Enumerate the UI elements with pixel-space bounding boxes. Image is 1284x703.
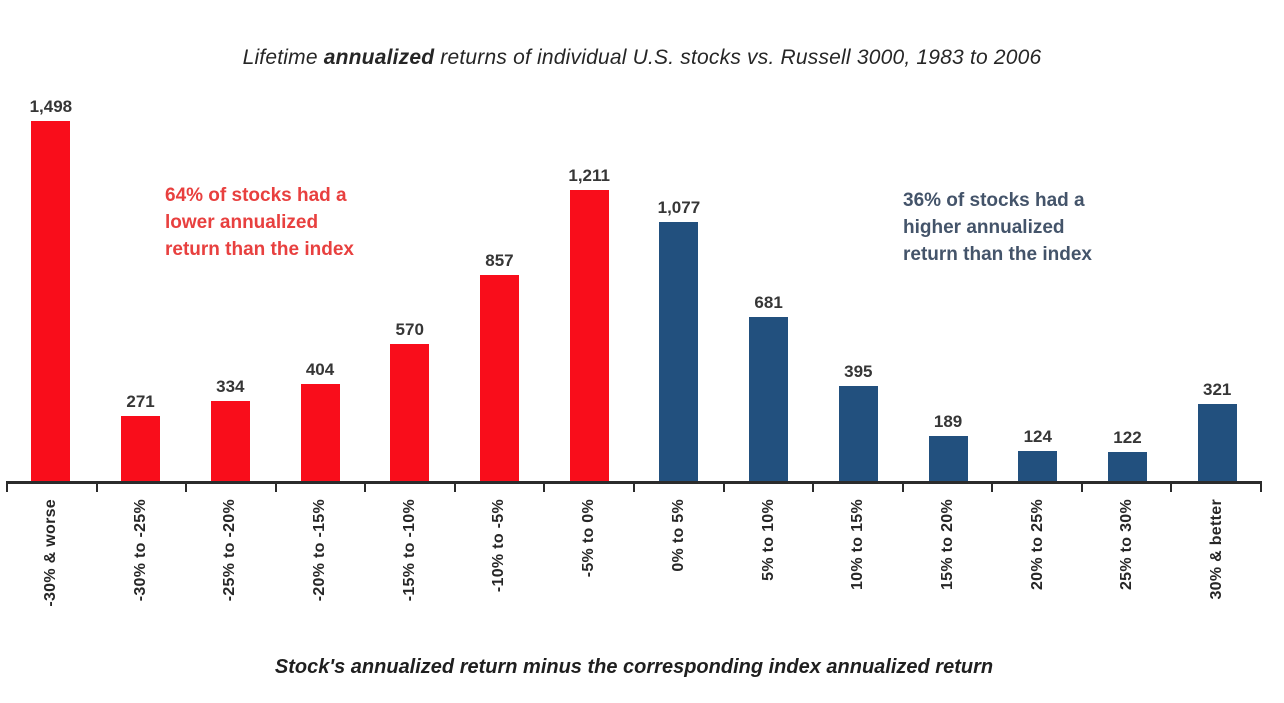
axis-tick — [185, 484, 188, 492]
x-tick-label: 30% & better — [1208, 499, 1226, 600]
bar-column: 122 — [1083, 428, 1173, 481]
bar-value-label: 321 — [1203, 380, 1232, 399]
bar — [210, 401, 250, 481]
bar-value-label: 1,211 — [568, 166, 610, 185]
axis-tick — [543, 484, 546, 492]
bar-column: 857 — [455, 251, 545, 481]
chart-title-prefix: Lifetime — [242, 46, 324, 69]
bar-value-label: 857 — [485, 251, 514, 270]
bar-value-label: 124 — [1023, 427, 1052, 446]
axis-tick — [95, 484, 98, 492]
chart-title: Lifetime annualized returns of individua… — [0, 0, 1284, 70]
axis-tick — [1170, 484, 1173, 492]
x-tick-label: 0% to 5% — [669, 499, 687, 572]
axis-tick — [1080, 484, 1083, 492]
x-tick-label: 15% to 20% — [939, 499, 957, 591]
chart-title-suffix: returns of individual U.S. stocks vs. Ru… — [434, 46, 1042, 69]
bar — [928, 436, 968, 481]
bar — [300, 384, 340, 481]
bar — [1107, 452, 1147, 481]
bar — [1018, 451, 1058, 481]
axis-tick — [812, 484, 815, 492]
chart-title-emphasis: annualized — [323, 46, 435, 69]
annotation-lower-return: 64% of stocks had a lower annualized ret… — [165, 185, 354, 260]
x-tick-label: 20% to 25% — [1028, 499, 1046, 591]
bar-value-label: 681 — [754, 293, 783, 312]
x-tick-label: 5% to 10% — [759, 499, 777, 581]
bar — [838, 386, 878, 481]
x-axis-ticks — [6, 484, 1262, 492]
bar-value-label: 1,498 — [29, 97, 73, 116]
x-tick-label: 25% to 30% — [1118, 499, 1136, 591]
axis-tick — [1259, 484, 1262, 492]
bar-value-label: 334 — [216, 377, 245, 396]
bar-column: 404 — [275, 360, 365, 481]
bar-column: 1,077 — [634, 198, 724, 481]
bar — [121, 416, 161, 481]
x-tick-label: -15% to -10% — [400, 499, 418, 602]
bar — [1197, 404, 1237, 481]
axis-tick — [991, 484, 994, 492]
x-tick-label: -10% to -5% — [490, 499, 508, 593]
plot-area: 1,498 271 334 404 570 857 1,211 1,077 681 395 189 1… — [6, 96, 1262, 484]
x-tick-label: -30% to -25% — [131, 499, 149, 602]
bar-column: 271 — [96, 392, 186, 481]
bar-column: 570 — [365, 320, 455, 481]
bar-value-label: 1,077 — [657, 198, 701, 217]
axis-tick — [453, 484, 456, 492]
bar-column: 189 — [903, 412, 993, 481]
bar-value-label: 395 — [844, 362, 873, 381]
x-tick-label: -25% to -20% — [221, 499, 239, 602]
bar-column: 124 — [993, 427, 1083, 481]
bar-value-label: 189 — [933, 412, 963, 431]
x-tick-label: -5% to 0% — [580, 499, 598, 578]
bar — [659, 222, 699, 481]
axis-tick — [901, 484, 904, 492]
bar-value-label: 271 — [126, 392, 155, 411]
bar-column: 395 — [813, 362, 903, 481]
bar-value-label: 122 — [1113, 428, 1142, 447]
axis-tick — [274, 484, 277, 492]
bar-column: 1,498 — [6, 97, 96, 481]
x-tick-label: -20% to -15% — [311, 499, 329, 602]
x-axis-labels: -30% & worse -30% to -25% -25% to -20% -20%… — [6, 499, 1262, 651]
x-axis-title: Stock's annualized return minus the corr… — [274, 656, 994, 678]
bar-chart: 1,498 271 334 404 570 857 1,211 1,077 681 395 189 1… — [6, 96, 1262, 679]
bar — [569, 190, 609, 481]
bar-column: 1,211 — [544, 166, 634, 481]
x-tick-label: 10% to 15% — [849, 499, 867, 591]
axis-tick — [364, 484, 367, 492]
bar — [390, 344, 430, 481]
bar-value-label: 404 — [305, 360, 335, 379]
bar-column: 334 — [185, 377, 275, 481]
axis-tick — [722, 484, 725, 492]
x-tick-label: -30% & worse — [41, 499, 59, 607]
bar — [479, 275, 519, 481]
bar — [31, 121, 71, 481]
axis-tick — [632, 484, 635, 492]
annotation-higher-return: 36% of stocks had a higher annualized re… — [903, 190, 1092, 265]
axis-tick — [6, 484, 8, 492]
bar-value-label: 570 — [395, 320, 424, 339]
bar — [749, 317, 789, 481]
bar-column: 321 — [1172, 380, 1262, 481]
bar-column: 681 — [724, 293, 814, 481]
